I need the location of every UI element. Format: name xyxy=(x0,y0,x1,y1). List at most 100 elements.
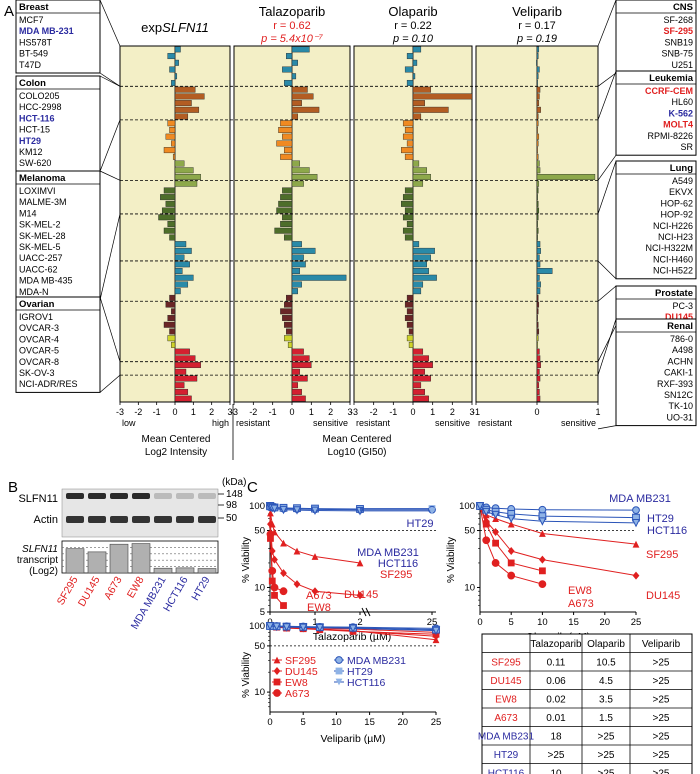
cell-line-name: LOXIMVI xyxy=(19,186,56,196)
table-row-label: HT29 xyxy=(494,750,519,761)
cell-line-name: NCI-H522 xyxy=(653,266,693,276)
bar-0-17 xyxy=(174,160,185,167)
panel-label-c: C xyxy=(247,479,258,496)
cell-line-name: MDA MB-231 xyxy=(19,26,74,36)
bar-1-16 xyxy=(280,153,293,160)
ola-y-tick-label: 50 xyxy=(464,526,475,537)
tal-data-point xyxy=(310,506,320,516)
right-group-box xyxy=(615,70,697,156)
ola-data-point xyxy=(539,555,546,564)
bar-2-41 xyxy=(406,321,414,328)
bar-1-51 xyxy=(291,388,302,395)
cell-line-name: ACHN xyxy=(667,356,693,366)
bar-2-12 xyxy=(404,127,414,133)
slfn11-band xyxy=(88,493,106,499)
tal-data-point xyxy=(268,547,276,556)
vel-data-point xyxy=(298,623,308,632)
bar-2-8 xyxy=(412,100,426,107)
left-group-box xyxy=(15,0,101,74)
column-p-3: p = 0.19 xyxy=(516,33,557,45)
left-group-title: Breast xyxy=(19,2,49,13)
cell-line-name: RPMI-8226 xyxy=(647,131,693,141)
ola-data-point xyxy=(482,520,490,528)
ola-label-ht29: HT29 xyxy=(647,513,674,525)
bar-2-9 xyxy=(412,106,449,113)
table-cell: >25 xyxy=(653,695,670,706)
bar-1-30 xyxy=(291,247,316,254)
axis-break-mark xyxy=(361,607,367,617)
bar-2-23 xyxy=(401,200,414,207)
bar-0-35 xyxy=(174,281,189,288)
bar-0-44 xyxy=(171,341,176,348)
column-title-2: Olaparib xyxy=(388,4,437,19)
ola-x-tick-label: 15 xyxy=(568,617,579,628)
cell-line-name: HOP-62 xyxy=(660,198,693,208)
ola-data-point xyxy=(539,567,546,575)
bar-2-21 xyxy=(404,187,414,194)
bar-0-1 xyxy=(167,53,176,60)
legend-label: SF295 xyxy=(285,655,316,667)
bar-1-42 xyxy=(286,328,293,335)
connector-line xyxy=(597,70,617,121)
ola-label-mda: MDA MB231 xyxy=(609,493,671,505)
bar-3-4 xyxy=(536,73,539,80)
legend-label: EW8 xyxy=(285,677,308,689)
cell-line-name: SF-295 xyxy=(663,26,693,36)
kda-marker: 148 xyxy=(226,489,243,500)
connector-line xyxy=(99,119,121,172)
bar-0-49 xyxy=(174,375,198,382)
actin-band xyxy=(110,516,128,523)
x-tick-label: -2 xyxy=(370,407,378,417)
bar-1-39 xyxy=(280,308,293,315)
table-row-label: HCT116 xyxy=(488,769,525,774)
bar-0-15 xyxy=(163,147,176,154)
bar-3-18 xyxy=(536,167,541,174)
bar-1-23 xyxy=(278,200,293,207)
bar-2-39 xyxy=(406,308,414,315)
cell-line-name: SR xyxy=(680,142,693,152)
bar-2-34 xyxy=(412,274,437,281)
bar-2-13 xyxy=(402,133,414,140)
legend-marker xyxy=(273,656,281,664)
vel-y-tick-label: 10 xyxy=(254,687,265,698)
axis-label-1b: Log2 Intensity xyxy=(145,447,207,458)
bar-2-24 xyxy=(404,207,414,214)
x-tick-label: -3 xyxy=(350,407,358,417)
transcript-bar xyxy=(197,568,217,574)
tal-data-point xyxy=(271,591,278,599)
bar-2-1 xyxy=(406,53,414,60)
bar-3-50 xyxy=(536,382,540,389)
column-p-2: p = 0.10 xyxy=(392,33,434,45)
cell-line-name: OVCAR-8 xyxy=(19,357,59,367)
bar-3-45 xyxy=(536,348,540,355)
legend-label: HCT116 xyxy=(347,677,385,689)
bar-3-25 xyxy=(536,214,539,221)
transcript-bar xyxy=(131,543,151,574)
bar-2-30 xyxy=(412,247,435,254)
tal-data-point xyxy=(280,602,287,609)
table-cell: >25 xyxy=(548,750,565,761)
bar-0-5 xyxy=(171,79,176,86)
ola-data-point xyxy=(631,519,641,528)
table-cell: >25 xyxy=(653,732,670,743)
bar-2-2 xyxy=(412,59,418,66)
bar-2-42 xyxy=(408,328,414,335)
bar-2-5 xyxy=(406,79,414,86)
column-title-3: Veliparib xyxy=(512,4,562,19)
column-title-1: Talazoparib xyxy=(259,4,326,19)
bar-1-49 xyxy=(291,375,308,382)
table-row-label: DU145 xyxy=(490,676,522,687)
bar-2-50 xyxy=(412,382,422,389)
bar-1-14 xyxy=(276,140,293,147)
actin-band xyxy=(154,516,172,523)
tal-label-a673: A673 xyxy=(306,590,332,602)
cell-line-name: MDA-N xyxy=(19,287,49,297)
bar-3-6 xyxy=(536,86,541,93)
bar-0-48 xyxy=(174,368,187,375)
connector-line xyxy=(597,72,617,87)
column-title-exp-ital: SLFN11 xyxy=(162,20,209,35)
cell-line-name: OVCAR-3 xyxy=(19,323,59,333)
bar-0-6 xyxy=(174,86,196,93)
ola-data-point xyxy=(482,536,491,545)
